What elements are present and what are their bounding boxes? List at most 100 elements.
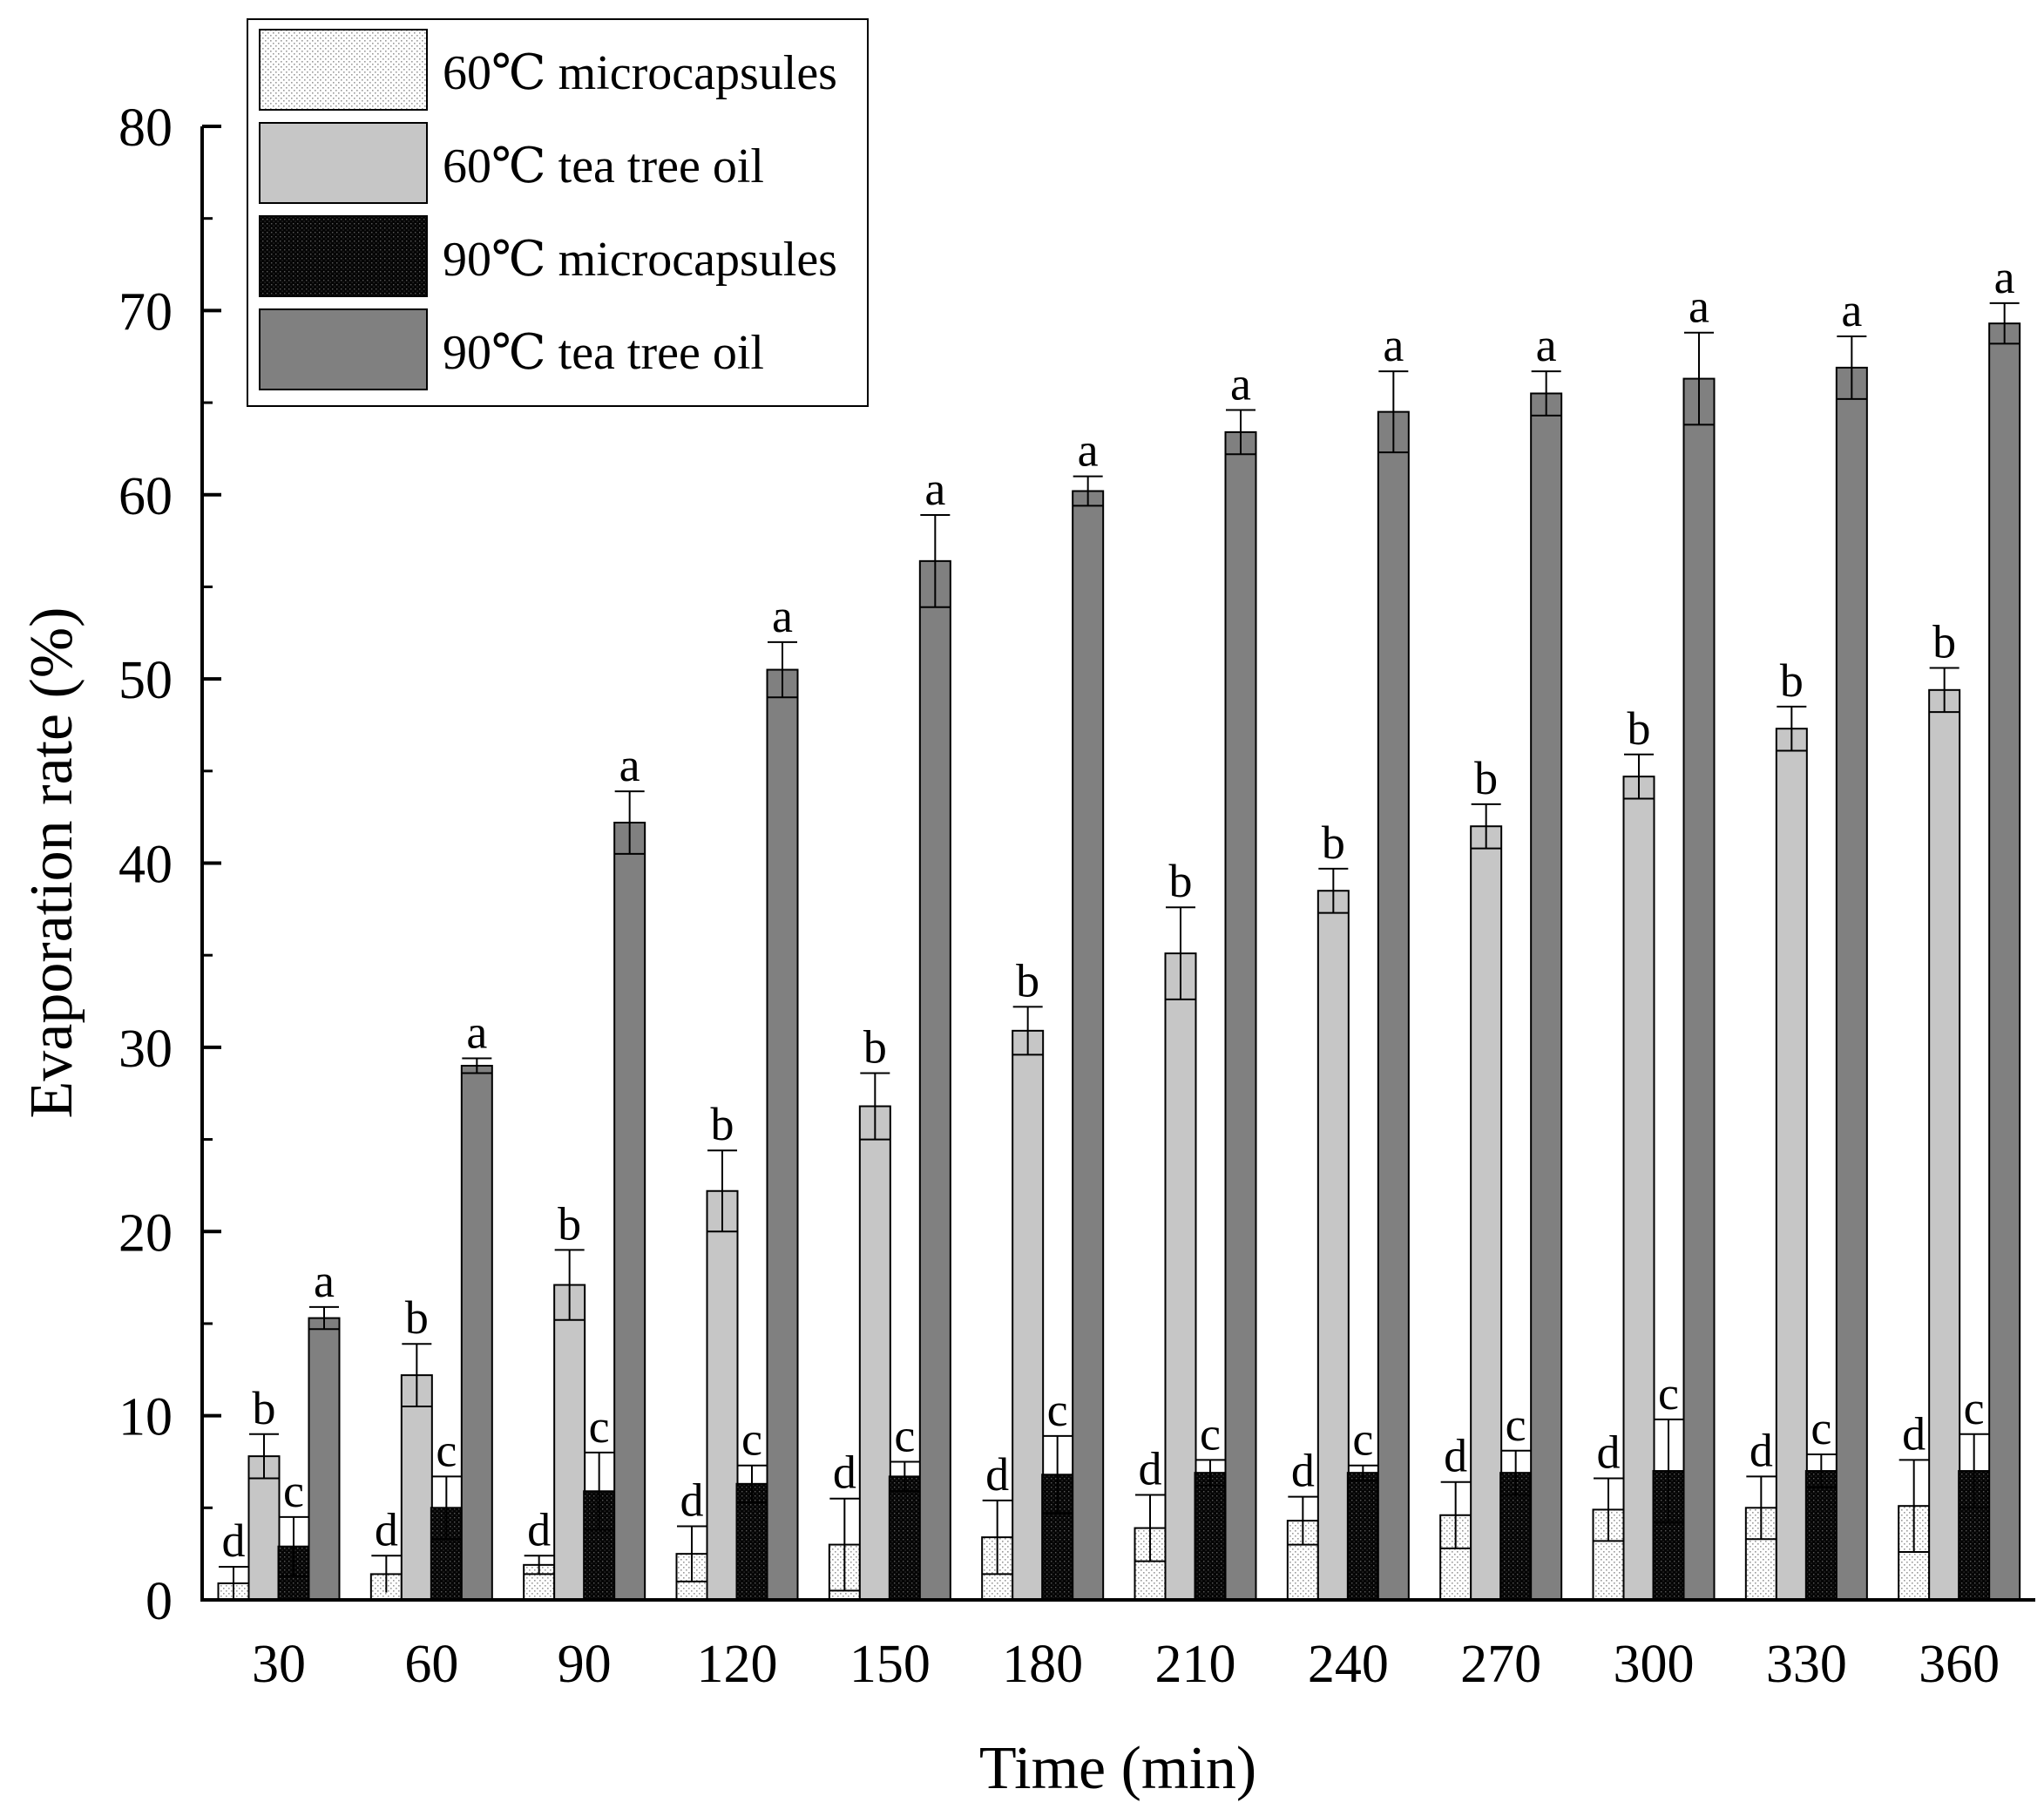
bar [1775, 728, 1808, 1601]
bar [1012, 1029, 1045, 1601]
ticks: 0 10 20 30 40 50 60 70 80 30 60 90 120 150 180 210 240 27… [118, 98, 2000, 1694]
significance-letter: a [1536, 319, 1557, 371]
significance-letter: b [1322, 817, 1345, 869]
significance-letter: a [1230, 358, 1251, 410]
legend-swatch [259, 29, 428, 111]
y-tick-label: 60 [118, 467, 173, 526]
bar [1622, 776, 1655, 1601]
x-tick-label: 330 [1766, 1635, 1847, 1694]
significance-letter: d [1139, 1443, 1162, 1495]
legend-swatch [259, 308, 428, 390]
significance-letter: d [1597, 1426, 1621, 1478]
bar [918, 559, 951, 1601]
significance-letter: b [1932, 615, 1956, 667]
bar [1470, 825, 1503, 1601]
significance-letter: b [863, 1020, 887, 1073]
significance-letter: c [1352, 1413, 1373, 1466]
y-axis-label: Evaporation rate (%) [18, 607, 85, 1119]
significance-letter: b [253, 1382, 276, 1434]
significance-letter: d [375, 1503, 398, 1555]
plot-area: dbcadbcadbcadbcadbcadbcadbcadbcadbcadbca… [217, 251, 2021, 1602]
significance-letter: a [466, 1006, 487, 1059]
significance-letter: d [680, 1474, 704, 1526]
legend-label: 60℃ microcapsules [443, 46, 837, 100]
significance-letter: c [283, 1465, 304, 1517]
significance-letter: d [985, 1448, 1009, 1501]
y-tick-label: 20 [118, 1203, 173, 1263]
bar [1835, 366, 1868, 1601]
y-tick-label: 70 [118, 282, 173, 342]
bar [460, 1065, 493, 1601]
significance-letter: d [1444, 1430, 1467, 1482]
x-tick-label: 30 [252, 1635, 306, 1694]
significance-letter: b [1474, 752, 1498, 804]
x-tick-label: 270 [1460, 1635, 1541, 1694]
significance-letter: c [1810, 1402, 1831, 1454]
bar [1804, 1470, 1838, 1601]
y-tick-label: 80 [118, 98, 173, 158]
significance-letter: d [1750, 1424, 1773, 1476]
significance-letter: a [619, 739, 640, 791]
bar [1682, 377, 1716, 1601]
y-tick-label: 50 [118, 651, 173, 710]
bar [1072, 490, 1105, 1602]
y-tick-label: 0 [146, 1572, 173, 1631]
bar [247, 1455, 281, 1601]
significance-letter: d [1902, 1407, 1926, 1460]
y-tick-label: 40 [118, 836, 173, 895]
legend-swatch [259, 215, 428, 297]
bar [858, 1105, 891, 1601]
x-tick-label: 120 [697, 1635, 778, 1694]
significance-letter: c [1506, 1399, 1526, 1451]
significance-letter: c [1964, 1382, 1985, 1434]
significance-letter: b [1016, 954, 1039, 1006]
bar [1346, 1472, 1379, 1601]
legend-label: 90℃ tea tree oil [443, 326, 764, 380]
x-tick-label: 90 [558, 1635, 612, 1694]
significance-letter: a [314, 1255, 335, 1307]
significance-letter: d [527, 1503, 551, 1555]
significance-letter: d [833, 1447, 856, 1499]
significance-letter: c [1200, 1407, 1221, 1460]
x-tick-label: 180 [1002, 1635, 1083, 1694]
significance-letter: b [711, 1098, 734, 1150]
significance-letter: a [1841, 284, 1862, 336]
significance-letter: a [772, 590, 793, 642]
significance-letter: b [1169, 855, 1193, 907]
bar [1194, 1472, 1227, 1601]
significance-letter: b [405, 1291, 429, 1344]
significance-letter: b [558, 1197, 581, 1250]
x-tick-label: 240 [1308, 1635, 1389, 1694]
legend-label: 90℃ microcapsules [443, 233, 837, 287]
bar [400, 1374, 433, 1602]
significance-letter: b [1628, 702, 1651, 755]
bar [553, 1284, 586, 1601]
x-tick-label: 60 [404, 1635, 458, 1694]
x-axis-label: Time (min) [979, 1735, 1256, 1802]
significance-letter: c [894, 1409, 915, 1461]
x-tick-label: 210 [1155, 1635, 1236, 1694]
significance-letter: a [1383, 319, 1404, 371]
bar [766, 668, 799, 1601]
significance-letter: a [1078, 424, 1099, 477]
bar [613, 821, 646, 1601]
significance-letter: c [1658, 1367, 1679, 1420]
x-tick-label: 150 [849, 1635, 931, 1694]
y-tick-label: 10 [118, 1388, 173, 1447]
bar [1928, 688, 1961, 1601]
bar [1224, 430, 1257, 1602]
bar [308, 1317, 341, 1601]
legend: 60℃ microcapsules 60℃ tea tree oil 90℃ mic… [247, 18, 869, 407]
bar [1377, 410, 1410, 1602]
bar [888, 1475, 921, 1602]
significance-letter: a [924, 463, 945, 515]
x-tick-label: 300 [1614, 1635, 1695, 1694]
significance-letter: c [589, 1400, 610, 1453]
legend-label: 60℃ tea tree oil [443, 139, 764, 193]
bar [1530, 392, 1563, 1601]
x-tick-label: 360 [1919, 1635, 2000, 1694]
bar [1316, 890, 1350, 1601]
legend-swatch [259, 122, 428, 204]
y-tick-label: 30 [118, 1020, 173, 1079]
